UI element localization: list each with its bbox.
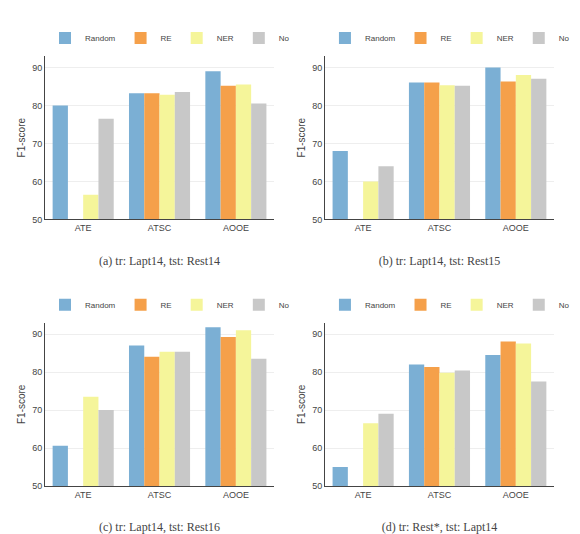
- svg-text:ATSC: ATSC: [148, 223, 172, 233]
- svg-text:80: 80: [32, 367, 42, 377]
- svg-text:AOOE: AOOE: [503, 223, 529, 233]
- svg-text:(b) tr: Lapt14, tst: Rest15: (b) tr: Lapt14, tst: Rest15: [379, 254, 501, 268]
- svg-text:ATE: ATE: [75, 490, 92, 500]
- svg-text:ATSC: ATSC: [428, 223, 452, 233]
- svg-text:F1-score: F1-score: [296, 384, 307, 424]
- svg-text:70: 70: [312, 139, 322, 149]
- svg-text:F1-score: F1-score: [16, 384, 27, 424]
- svg-text:No: No: [559, 301, 570, 310]
- svg-text:NER: NER: [217, 34, 234, 43]
- svg-text:Random: Random: [365, 34, 396, 43]
- svg-text:Random: Random: [85, 301, 116, 310]
- svg-text:90: 90: [312, 63, 322, 73]
- svg-text:(c) tr: Lapt14, tst: Rest16: (c) tr: Lapt14, tst: Rest16: [99, 520, 220, 534]
- svg-text:F1-score: F1-score: [16, 118, 27, 158]
- svg-text:80: 80: [312, 367, 322, 377]
- svg-text:AOOE: AOOE: [223, 490, 249, 500]
- svg-text:NER: NER: [217, 301, 234, 310]
- svg-text:90: 90: [32, 329, 42, 339]
- svg-text:RE: RE: [441, 34, 452, 43]
- svg-text:60: 60: [32, 443, 42, 453]
- svg-text:60: 60: [32, 177, 42, 187]
- svg-text:ATE: ATE: [355, 223, 372, 233]
- svg-text:50: 50: [312, 481, 322, 491]
- svg-text:NER: NER: [497, 301, 514, 310]
- svg-text:50: 50: [32, 481, 42, 491]
- svg-text:(a) tr: Lapt14, tst: Rest14: (a) tr: Lapt14, tst: Rest14: [99, 254, 220, 268]
- svg-text:70: 70: [32, 139, 42, 149]
- svg-text:50: 50: [32, 215, 42, 225]
- svg-text:RE: RE: [161, 34, 172, 43]
- svg-text:90: 90: [32, 63, 42, 73]
- svg-text:50: 50: [312, 215, 322, 225]
- svg-text:70: 70: [312, 405, 322, 415]
- svg-text:ATE: ATE: [355, 490, 372, 500]
- svg-text:70: 70: [32, 405, 42, 415]
- svg-text:RE: RE: [161, 301, 172, 310]
- svg-text:No: No: [559, 34, 570, 43]
- svg-text:No: No: [279, 301, 290, 310]
- svg-text:RE: RE: [441, 301, 452, 310]
- svg-text:(d) tr: Rest*, tst: Lapt14: (d) tr: Rest*, tst: Lapt14: [382, 520, 498, 534]
- svg-text:Random: Random: [365, 301, 396, 310]
- svg-text:90: 90: [312, 329, 322, 339]
- svg-text:AOOE: AOOE: [223, 223, 249, 233]
- svg-text:80: 80: [32, 101, 42, 111]
- svg-text:60: 60: [312, 443, 322, 453]
- svg-text:60: 60: [312, 177, 322, 187]
- svg-text:AOOE: AOOE: [503, 490, 529, 500]
- svg-text:80: 80: [312, 101, 322, 111]
- svg-text:No: No: [279, 34, 290, 43]
- svg-text:ATSC: ATSC: [428, 490, 452, 500]
- svg-text:F1-score: F1-score: [296, 118, 307, 158]
- svg-text:NER: NER: [497, 34, 514, 43]
- svg-text:Random: Random: [85, 34, 116, 43]
- svg-text:ATE: ATE: [75, 223, 92, 233]
- svg-text:ATSC: ATSC: [148, 490, 172, 500]
